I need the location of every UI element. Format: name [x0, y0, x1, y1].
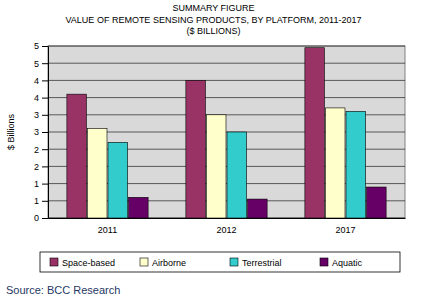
- bar: [305, 48, 325, 218]
- y-tick-mark: [42, 149, 48, 150]
- plot: 0 1 1 2 2 3 3 4 4 5 5 2011 2012 2017: [34, 41, 406, 234]
- y-tick-mark: [42, 218, 48, 219]
- y-tick: 3: [34, 110, 48, 120]
- x-tick: 2012: [216, 218, 236, 235]
- y-tick-label: 1: [34, 179, 39, 189]
- chart-title: ($ BILLIONS): [186, 26, 240, 36]
- legend-swatch: [320, 258, 328, 266]
- bar: [367, 187, 387, 218]
- y-tick-mark: [42, 166, 48, 167]
- bar: [67, 94, 87, 218]
- x-tick-label: 2017: [335, 225, 355, 235]
- bar: [206, 115, 226, 218]
- grid-line: [48, 97, 405, 98]
- y-tick-label: 3: [34, 127, 39, 137]
- y-tick: 4: [34, 93, 48, 103]
- y-tick-mark: [42, 63, 48, 64]
- legend-label: Aquatic: [332, 258, 363, 268]
- bar: [186, 80, 206, 218]
- chart-title: SUMMARY FIGURE: [172, 3, 254, 13]
- y-tick-mark: [42, 115, 48, 116]
- bar: [108, 142, 128, 218]
- grid-line: [48, 63, 405, 64]
- y-axis-line: [48, 47, 49, 219]
- y-tick: 2: [34, 145, 48, 155]
- x-tick-label: 2012: [216, 225, 236, 235]
- x-axis-line: [49, 218, 406, 219]
- chart-title: VALUE OF REMOTE SENSING PRODUCTS, BY PLA…: [66, 15, 362, 25]
- bar: [325, 108, 345, 218]
- y-tick: 5: [34, 59, 48, 69]
- y-tick-label: 4: [34, 76, 39, 86]
- legend-swatch: [230, 258, 238, 266]
- y-tick: 1: [34, 179, 48, 189]
- y-tick-label: 5: [34, 59, 39, 69]
- legend-box: [40, 252, 400, 272]
- bar: [248, 199, 268, 218]
- bar: [346, 111, 366, 218]
- grid-line: [48, 46, 405, 47]
- bar: [87, 129, 107, 218]
- x-tick: 2017: [335, 218, 355, 235]
- y-tick-mark: [42, 201, 48, 202]
- legend-label: Airborne: [152, 258, 186, 268]
- y-tick-label: 1: [34, 196, 39, 206]
- y-tick-mark: [42, 98, 48, 99]
- grid: [48, 46, 405, 218]
- bar: [129, 197, 149, 218]
- bar: [227, 132, 247, 218]
- legend: Space-based Airborne Terrestrial Aquatic: [40, 252, 400, 272]
- y-tick-mark: [42, 184, 48, 185]
- legend-swatch: [50, 258, 58, 266]
- source-note: Source: BCC Research: [6, 284, 120, 296]
- y-tick-label: 4: [34, 93, 39, 103]
- x-tick-label: 2011: [98, 225, 117, 235]
- grid-line: [48, 80, 405, 81]
- y-tick: 0: [34, 213, 48, 223]
- y-tick: 1: [34, 196, 48, 206]
- y-axis-title: $ Billions: [6, 113, 16, 150]
- plot-background: [48, 46, 405, 218]
- y-tick: 2: [34, 162, 48, 172]
- y-tick-mark: [42, 80, 48, 81]
- y-tick: 4: [34, 76, 48, 86]
- y-tick-mark: [42, 46, 48, 47]
- bars: [67, 48, 386, 218]
- x-axis: 2011 2012 2017: [49, 218, 406, 235]
- y-tick-label: 5: [34, 41, 39, 51]
- y-tick: 3: [34, 127, 48, 137]
- legend-label: Space-based: [62, 258, 115, 268]
- legend-swatch: [140, 258, 148, 266]
- y-tick: 5: [34, 41, 48, 51]
- legend-label: Terrestrial: [242, 258, 282, 268]
- y-tick-label: 2: [34, 145, 39, 155]
- chart: SUMMARY FIGURE VALUE OF REMOTE SENSING PR…: [0, 0, 427, 304]
- x-tick: 2011: [98, 218, 117, 235]
- y-tick-label: 0: [34, 213, 39, 223]
- y-tick-label: 3: [34, 110, 39, 120]
- y-tick-mark: [42, 132, 48, 133]
- y-tick-label: 2: [34, 162, 39, 172]
- y-axis: 0 1 1 2 2 3 3 4 4 5 5: [34, 41, 49, 223]
